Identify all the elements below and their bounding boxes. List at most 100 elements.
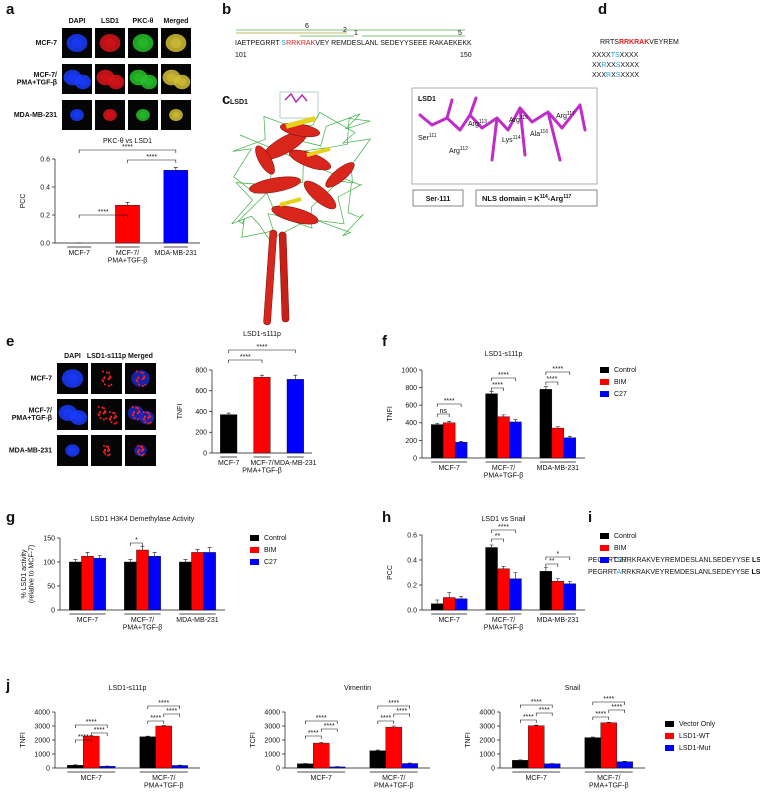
foci: [142, 417, 145, 420]
cell-core: [73, 111, 81, 119]
legend-swatch: [665, 745, 674, 751]
foci: [135, 406, 138, 409]
y-tick-label: 3000: [479, 723, 495, 730]
nls-box: [475, 189, 598, 207]
foci: [104, 411, 107, 414]
foci: [102, 418, 105, 421]
significance-bracket: [545, 381, 559, 385]
sequence-start: 101: [235, 52, 247, 59]
significance-bracket: [608, 709, 625, 713]
significance-bracket: [535, 712, 553, 716]
significance-label: ****: [380, 715, 391, 722]
foci: [112, 411, 115, 414]
error-bar: [590, 736, 595, 738]
foci: [107, 378, 110, 381]
significance-bracket: [436, 403, 462, 407]
y-tick-label: 400: [195, 409, 207, 416]
error-bar: [125, 202, 130, 206]
significance-bracket: [491, 529, 516, 533]
text-line: (relative to MCF-7): [29, 545, 36, 603]
bar: [191, 552, 204, 611]
text-line: PMA+TGF-β: [589, 783, 629, 790]
y-axis-label: % LSD1 activity(relative to MCF-7): [21, 545, 36, 603]
y-tick-label: 0.6: [40, 156, 50, 163]
text-line: PMA+TGF-β: [108, 258, 148, 265]
bar: [616, 761, 633, 769]
site-mark: 1: [354, 30, 358, 37]
legend-label: Control: [614, 533, 637, 540]
cell-core: [104, 38, 116, 48]
bar: [497, 416, 510, 459]
text-line: MCF-7/: [29, 408, 52, 415]
y-tick-label: 0: [276, 765, 280, 772]
foci: [110, 421, 113, 424]
legend-swatch: [665, 733, 674, 739]
foci: [103, 444, 106, 447]
y-tick-label: 50: [47, 583, 55, 590]
micrograph: [57, 435, 88, 466]
significance-bracket: [163, 713, 180, 717]
channel-label: LSD1: [101, 18, 119, 25]
bar: [401, 763, 418, 769]
legend-swatch: [600, 545, 609, 551]
sequence-segment: RRKRAKVEYREMDESLANLSEDEYYSE: [621, 569, 751, 576]
error-bar: [260, 374, 264, 378]
nucleus: [139, 410, 155, 425]
residue-label: Ala116: [530, 129, 548, 138]
foci: [137, 444, 140, 447]
foci: [142, 448, 145, 451]
text-line: MCF-7/: [131, 617, 154, 624]
micrograph: [95, 64, 125, 94]
bar: [485, 393, 498, 459]
significance-label: ****: [78, 734, 89, 741]
foci: [143, 376, 146, 379]
x-tick-label: MCF-7: [81, 775, 102, 782]
row-label: MCF-7: [36, 40, 57, 47]
significance-label: ****: [86, 719, 97, 726]
pattern-segment: XX: [592, 62, 602, 69]
legend-swatch: [600, 379, 609, 385]
y-tick-label: 0.6: [407, 532, 417, 539]
error-bar: [435, 422, 440, 425]
legend-swatch: [250, 535, 259, 541]
pattern-segment: R: [606, 72, 611, 79]
y-axis-label: TCFI: [250, 732, 257, 748]
significance-label: ****: [240, 354, 251, 361]
bar: [563, 583, 576, 611]
foci: [113, 422, 116, 425]
text-line: PMA+TGF-β: [123, 625, 163, 632]
foci: [149, 421, 152, 424]
micrograph: [125, 435, 156, 466]
foci: [137, 376, 140, 379]
error-bar: [435, 599, 440, 604]
y-tick-label: 200: [195, 430, 207, 437]
micrograph: [95, 100, 125, 130]
text-line: PMA+TGF-β: [484, 625, 524, 632]
significance-label: **: [495, 533, 501, 540]
chart-title: LSD1 vs Snail: [482, 516, 526, 523]
cell-core: [100, 73, 111, 82]
bar: [297, 763, 314, 769]
sequence-segment: RRKRAKVEYREMDESLANLSEDEYYSE: [622, 557, 752, 564]
row-label: MCF-7: [31, 376, 52, 383]
y-tick-label: 0.4: [40, 184, 50, 191]
foci: [142, 372, 145, 375]
bar: [203, 552, 216, 611]
chart-title: LSD1-s111p: [485, 351, 523, 358]
panel-label: d: [598, 1, 607, 18]
y-tick-label: 0.2: [40, 212, 50, 219]
x-tick-label: MDA-MB-231: [155, 250, 198, 257]
cell-core: [63, 408, 73, 418]
sequence-segment: VEY REMDESLANL SEDEYYSEEE RAKAEKEKK: [315, 40, 472, 47]
significance-bracket: [75, 724, 108, 728]
foci: [103, 383, 106, 386]
chart-title: Vimentin: [344, 685, 371, 692]
micrograph: [62, 28, 92, 58]
site-box: [412, 189, 464, 207]
y-tick-label: 0: [203, 450, 207, 457]
cell-core: [66, 373, 79, 384]
helix: [255, 145, 275, 175]
error-bar: [567, 580, 572, 584]
nucleus: [134, 444, 147, 457]
legend-label: LSD1-Mut: [679, 745, 711, 752]
